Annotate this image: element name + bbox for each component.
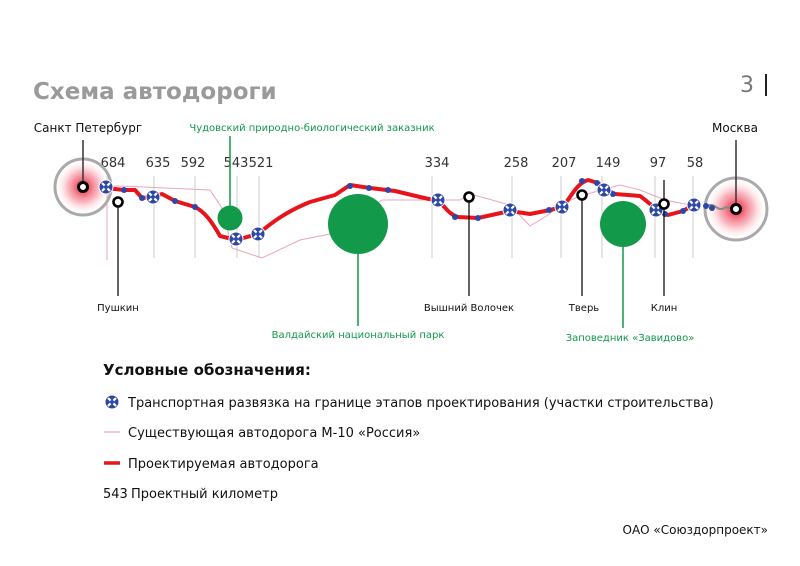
town-marker: Вышний Волочек [424,191,514,314]
road-point [192,204,198,210]
towns: Пушкин Вышний Волочек Тверь Клин [97,180,677,314]
km-label: 58 [687,156,704,171]
page-number: 3 [740,73,754,98]
interchange-icon [429,191,447,209]
road-point [121,187,127,193]
legend-item-interchange: Транспортная развязка на границе этапов … [103,393,714,411]
page-title: Схема автодороги [33,79,277,105]
road-point [347,183,353,189]
interchange-icon [501,201,519,219]
city-label-start: Санкт Петербург [34,121,142,135]
legend-label-km: Проектный километр [131,487,278,502]
reserve-label-chudovo: Чудовский природно-биологический заказни… [189,123,434,134]
km-label: 149 [596,156,621,171]
road-point [680,208,686,214]
km-label: 258 [504,156,529,171]
road-point [172,198,178,204]
legend-km-sample: 543 [103,487,128,502]
reserve-zavidovo: Заповедник «Завидово» [566,201,695,344]
interchange-icon [595,181,613,199]
city-label-end: Москва [712,121,758,135]
km-label: 684 [101,156,126,171]
town-label: Клин [651,303,678,314]
road-point [610,191,616,197]
road-point [594,180,600,186]
km-label: 521 [249,156,274,171]
road-point [475,215,481,221]
interchange-icon [685,196,703,214]
reserve-valdai: Валдайский национальный парк [272,194,445,341]
km-label: 334 [425,156,450,171]
town-marker: Пушкин [97,196,139,314]
road-point [703,203,709,209]
reserve-label-zavidovo: Заповедник «Завидово» [566,333,695,344]
interchange-icon [103,393,121,411]
road-points [121,178,715,221]
kilometer-labels: 684 635 592 543 521 334 258 207 149 97 58 [101,156,704,171]
road-point [546,207,552,213]
road-point [709,205,715,211]
interchange-icon [227,230,245,248]
legend-label-existing-road: Существующая автодорога М-10 «Россия» [128,426,420,441]
road-point [452,214,458,220]
city-saint-petersburg: Санкт Петербург [34,121,142,217]
km-label: 207 [552,156,577,171]
town-label: Пушкин [97,303,139,314]
town-label: Вышний Волочек [424,303,514,314]
road-point [579,178,585,184]
legend-label-planned-road: Проектируемая автодорога [128,457,319,472]
legend-label-interchange: Транспортная развязка на границе этапов … [127,396,714,411]
km-label: 592 [181,156,206,171]
interchange-icon [249,225,267,243]
town-marker: Клин [651,180,678,314]
road-point [385,187,391,193]
interchange-icon [553,198,571,216]
km-label: 97 [650,156,667,171]
legend-title: Условные обозначения: [103,361,311,379]
km-label: 635 [146,156,171,171]
reserve-chudovo: Чудовский природно-биологический заказни… [189,123,435,231]
km-label: 543 [224,156,249,171]
road-point [139,195,145,201]
interchange-icon [97,178,115,196]
legend-item-existing-road: Существующая автодорога М-10 «Россия» [104,426,420,441]
city-moscow: Москва [703,121,769,242]
legend-item-planned-road: Проектируемая автодорога [104,457,319,472]
reserve-label-valdai: Валдайский национальный парк [272,330,445,341]
road-point [366,185,372,191]
company-name: ОАО «Союздорпроект» [623,523,768,537]
legend-item-km: 543 Проектный километр [103,487,278,502]
interchange-icon [144,188,162,206]
town-label: Тверь [568,303,600,314]
town-marker: Тверь [568,189,600,314]
